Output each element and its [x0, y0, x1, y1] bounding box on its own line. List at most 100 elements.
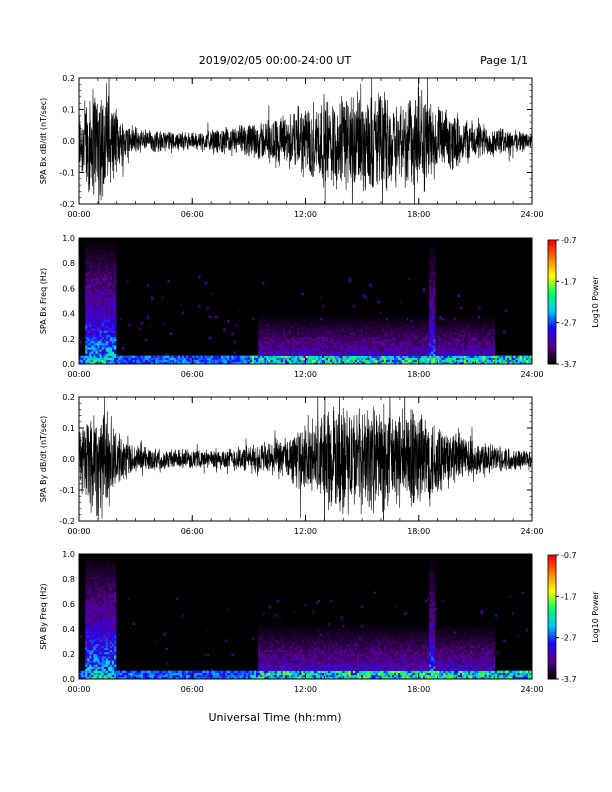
spectrogram-cell	[83, 672, 86, 676]
spectrogram-cell	[408, 315, 411, 319]
spectrogram-cell	[377, 322, 380, 325]
spectrogram-cell	[387, 351, 391, 354]
spectrogram-cell	[107, 313, 111, 316]
spectrogram-cell	[101, 246, 105, 249]
spectrogram-cell	[412, 351, 415, 354]
spectrogram-cell	[431, 361, 434, 365]
spectrogram-cell	[394, 355, 397, 358]
spectrogram-cell	[321, 338, 325, 342]
spectrogram-cell	[87, 334, 90, 337]
spectrogram-cell	[332, 328, 335, 331]
spectrogram-cell	[369, 336, 372, 340]
spectrogram-cell	[315, 345, 319, 348]
spectrogram-cell	[95, 593, 98, 596]
spectrogram-cell	[105, 317, 109, 321]
spectrogram-cell	[85, 593, 88, 596]
spectrogram-cell	[85, 343, 88, 346]
spectrogram-cell	[93, 662, 96, 665]
spectrogram-cell	[93, 332, 96, 335]
spectrogram-cell	[89, 353, 92, 356]
spectrogram-cell	[87, 654, 90, 657]
spectrogram-cell	[101, 296, 105, 300]
spectrogram-cell	[391, 319, 395, 323]
y-axis-label: SPA Bx Freq (Hz)	[39, 268, 48, 334]
spectrogram-cell	[85, 568, 88, 571]
spectrogram-cell	[297, 334, 300, 337]
spectrogram-cell	[103, 305, 107, 308]
spectrogram-cell	[299, 343, 302, 346]
spectrogram-cell	[97, 654, 100, 657]
spectrogram-cell	[99, 294, 102, 298]
spectrogram-cell	[406, 328, 409, 331]
spectrogram-cell	[293, 349, 296, 352]
spectrogram-cell	[167, 357, 170, 361]
spectrogram-cell	[97, 315, 100, 319]
spectrogram-cell	[396, 319, 399, 323]
spectrogram-cell	[305, 353, 308, 356]
spectrogram-cell	[523, 359, 527, 363]
spectrogram-cell	[239, 357, 242, 361]
spectrogram-cell	[468, 355, 471, 358]
spectrogram-cell	[262, 351, 265, 354]
spectrogram-cell	[422, 330, 426, 333]
spectrogram-cell	[95, 277, 98, 281]
spectrogram-cell	[107, 336, 111, 340]
spectrogram-cell	[87, 298, 90, 302]
spectrogram-cell	[282, 351, 286, 354]
spectrogram-cell	[437, 317, 440, 321]
spectrogram-cell	[466, 347, 469, 350]
spectrogram-cell	[429, 303, 432, 306]
spectrogram-cell	[93, 597, 96, 601]
spectrogram-cell	[354, 334, 358, 337]
spectrogram-cell	[278, 361, 282, 365]
spectrogram-cell	[99, 359, 102, 363]
spectrogram-cell	[297, 347, 300, 350]
spectrogram-cell	[361, 322, 364, 325]
spectrogram-cell	[190, 361, 193, 365]
spectrogram-cell	[111, 336, 115, 340]
spectrogram-cell	[352, 322, 356, 325]
spectrogram-cell	[99, 259, 102, 262]
spectrogram-cell	[89, 238, 92, 241]
spectrogram-cell	[138, 359, 142, 363]
spectrogram-cell	[394, 353, 397, 356]
spectrogram-cell	[103, 303, 107, 306]
spectrogram-cell	[431, 301, 434, 304]
spectrogram-cell	[381, 319, 385, 323]
spectrogram-cell	[89, 288, 92, 291]
spectrogram-cell	[83, 359, 86, 363]
spectrogram-cell	[297, 338, 300, 342]
spectrogram-cell	[363, 347, 366, 350]
spectrogram-cell	[391, 334, 395, 337]
spectrogram-cell	[457, 317, 461, 321]
spectrogram-cell	[107, 301, 111, 304]
spectrogram-cell	[89, 599, 92, 603]
spectrogram-cell	[457, 340, 461, 344]
spectrogram-cell	[130, 361, 133, 365]
spectrogram-cell	[447, 340, 450, 344]
spectrogram-cell	[338, 357, 341, 361]
spectrogram-cell	[484, 345, 487, 348]
spectrogram-cell	[441, 330, 444, 333]
spectrogram-cell	[305, 357, 308, 361]
spectrogram-cell	[455, 313, 459, 316]
spectrogram-cell	[87, 246, 90, 249]
spectrogram-cell	[490, 336, 494, 340]
spectrogram-cell	[406, 334, 409, 337]
spectrogram-cell	[330, 353, 333, 356]
spectrogram-cell	[114, 330, 117, 333]
spectrogram-cell	[103, 288, 107, 291]
spectrogram-cell	[103, 286, 107, 289]
spectrogram-cell	[95, 298, 98, 302]
spectrogram-cell	[340, 340, 343, 344]
spectrogram-cell	[488, 336, 492, 340]
spectrogram-cell	[338, 317, 341, 321]
spectrogram-cell	[89, 649, 92, 653]
spectrogram-cell	[107, 246, 111, 249]
spectrogram-cell	[146, 357, 150, 361]
spectrogram-cell	[521, 359, 525, 363]
spectrogram-cell	[297, 315, 300, 319]
spectrogram-cell	[429, 347, 432, 350]
spectrogram-cell	[435, 349, 438, 352]
spectrogram-cell	[338, 343, 341, 346]
